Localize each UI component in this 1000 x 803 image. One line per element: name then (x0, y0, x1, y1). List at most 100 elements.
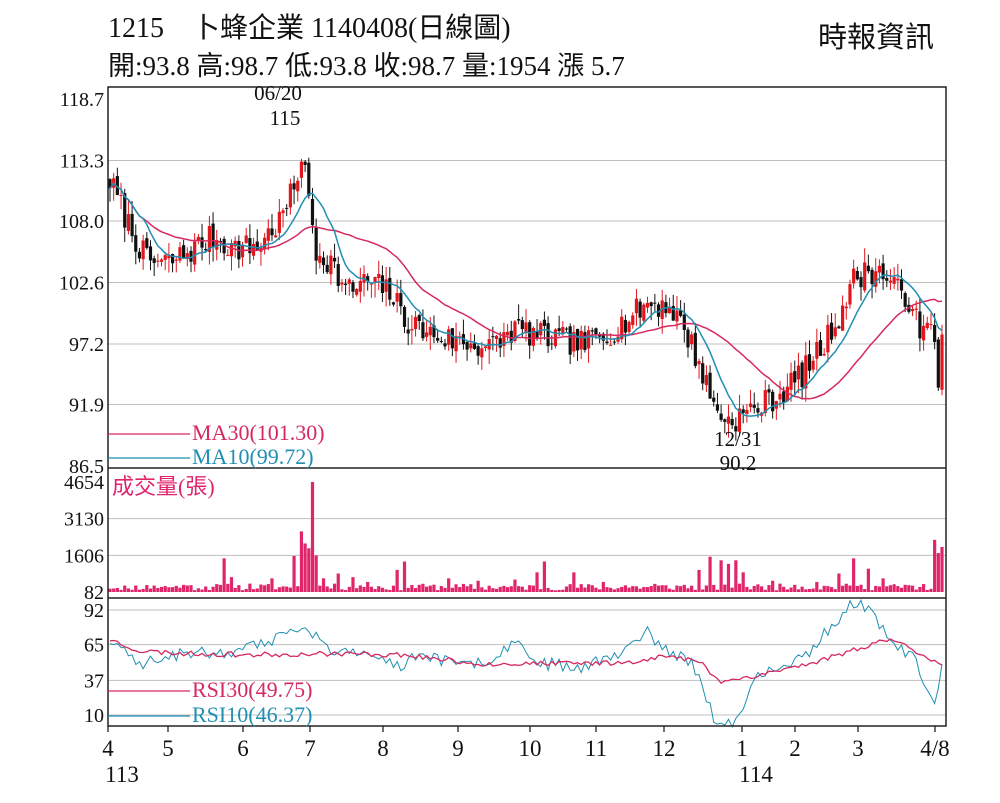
candle-body (454, 336, 458, 352)
volume-y-tick-label: 82 (84, 582, 104, 604)
candle-body (119, 195, 123, 197)
candle-body (785, 386, 789, 402)
price-y-tick-label: 86.5 (69, 456, 104, 478)
legend-ma10-name: MA10 (192, 444, 249, 469)
volume-bar (852, 558, 856, 592)
candle-body (542, 319, 547, 326)
volume-bar (211, 586, 215, 592)
volume-bar (310, 482, 315, 592)
candle-body (266, 228, 270, 241)
volume-bar (642, 587, 646, 592)
volume-bar (244, 588, 248, 592)
high-value-annotation: 115 (270, 106, 301, 130)
volume-bar (818, 589, 823, 592)
candle-body (167, 255, 171, 259)
candle-body (325, 264, 329, 273)
candle-body (395, 292, 399, 302)
volume-bar (399, 590, 403, 592)
volume-bar (708, 556, 712, 592)
candle-body (771, 391, 775, 412)
volume-bar (174, 585, 178, 592)
volume-bar (281, 586, 285, 592)
candle-body (248, 238, 252, 254)
volume-bar (542, 561, 547, 592)
volume-bar (660, 585, 664, 592)
volume-bar (182, 584, 186, 592)
volume-bar (763, 589, 767, 592)
volume-bar (925, 589, 929, 592)
candle-body (274, 235, 278, 238)
volume-bar (229, 577, 234, 592)
volume-bar (620, 586, 624, 592)
volume-bar (881, 578, 885, 592)
volume-bar (108, 588, 112, 592)
candle-body (719, 413, 723, 420)
candle-body (656, 304, 661, 317)
candle-body (815, 341, 819, 359)
volume-bar (837, 573, 841, 592)
volume-bar (634, 586, 639, 592)
candle-body (292, 183, 296, 190)
candle-body (270, 228, 274, 236)
volume-bar (609, 587, 613, 592)
candle-body (255, 241, 259, 251)
candle-body (450, 328, 454, 349)
volume-bar (148, 588, 153, 592)
candle-body (612, 341, 616, 343)
volume-bar (675, 585, 679, 592)
volume-bar (564, 586, 569, 592)
candle-body (690, 334, 694, 345)
candle-body (910, 309, 915, 312)
volume-bar (667, 588, 672, 592)
volume-bar (561, 589, 565, 592)
x-tick-label: 2 (789, 736, 801, 761)
volume-bar (778, 583, 782, 592)
candle-body (590, 330, 594, 332)
candle-body (204, 249, 208, 251)
volume-bar (126, 588, 131, 592)
volume-bar (450, 587, 454, 592)
volume-bar (767, 585, 771, 592)
volume-bar (723, 584, 727, 592)
price-y-tick-label: 108.0 (59, 211, 104, 233)
candle-body (620, 316, 624, 340)
volume-bar (141, 588, 145, 592)
volume-bar (855, 585, 859, 592)
volume-bar (218, 584, 223, 592)
candle-body (841, 305, 845, 331)
candle-body (318, 255, 322, 263)
volume-bar (826, 586, 830, 592)
volume-bar (899, 587, 904, 592)
legend-rsi10-name: RSI10 (192, 702, 248, 727)
volume-bar (196, 588, 200, 592)
candle-body (344, 283, 348, 286)
candle-body (778, 393, 782, 400)
candle-body (892, 277, 896, 284)
x-tick-label: 9 (452, 736, 464, 761)
candle-body (494, 335, 499, 340)
candle-body (296, 180, 300, 192)
volume-bar (115, 587, 119, 592)
volume-bar (612, 589, 616, 592)
volume-bar (112, 588, 116, 592)
candle-body (126, 214, 131, 231)
candle-body (447, 329, 451, 345)
volume-bar (601, 581, 605, 592)
candle-body (896, 278, 900, 281)
candle-body (796, 365, 801, 380)
volume-bar (782, 586, 786, 592)
candle-body (837, 326, 841, 329)
volume-bar (130, 589, 134, 592)
candle-body (465, 342, 469, 350)
volume-bar (679, 586, 683, 592)
volume-bar (380, 587, 385, 592)
x-tick-label: 8 (377, 736, 389, 761)
volume-bar (936, 553, 940, 592)
volume-bar (207, 590, 211, 592)
candle-body (524, 322, 528, 333)
x-tick-label: 4/8 (920, 736, 949, 761)
indicator-lines (109, 182, 943, 728)
candle-body (130, 213, 134, 237)
